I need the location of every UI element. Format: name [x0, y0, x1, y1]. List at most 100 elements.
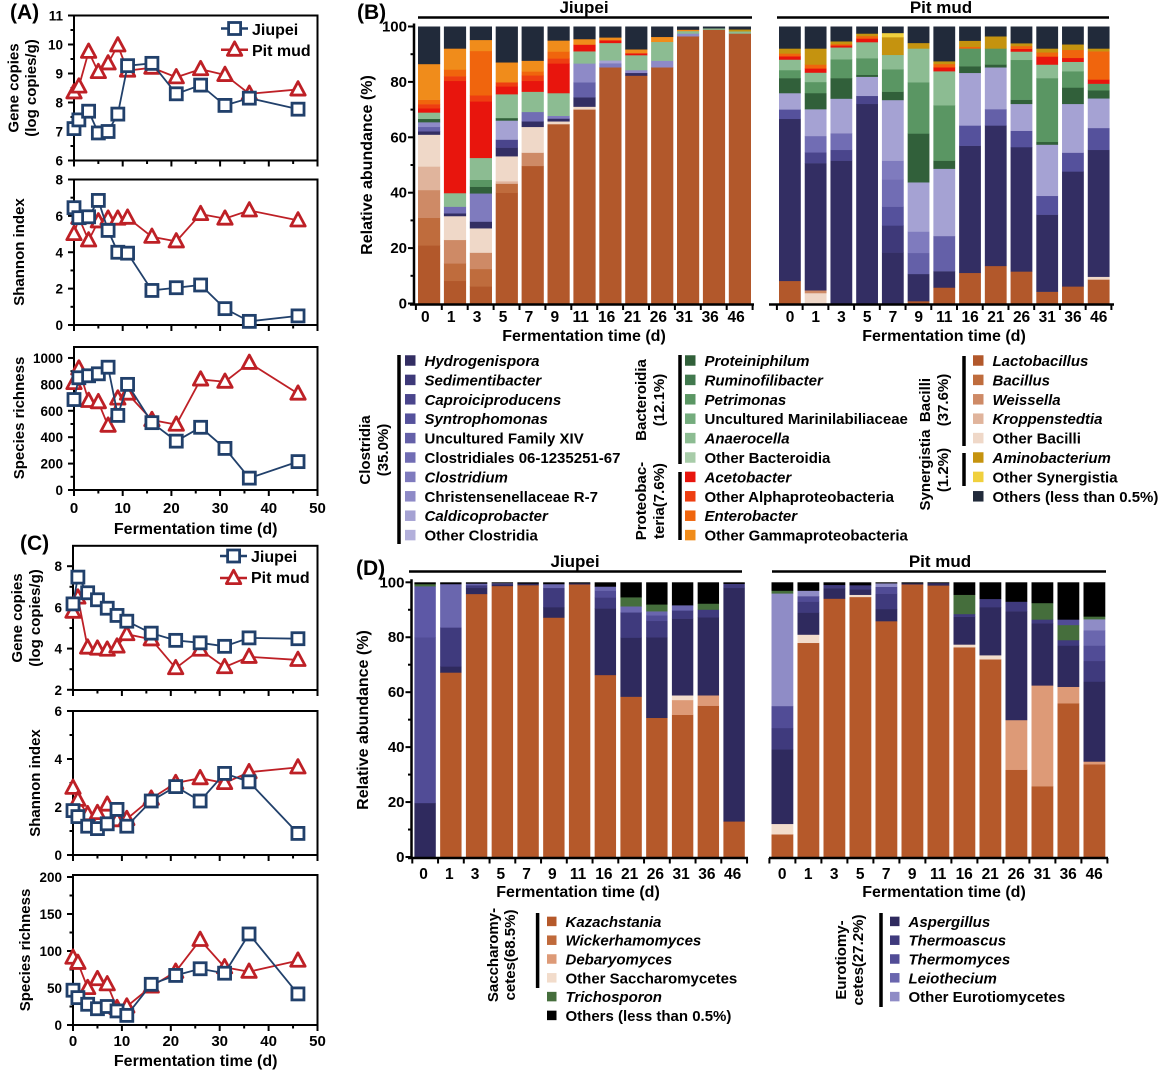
svg-text:46: 46: [724, 866, 742, 883]
svg-text:20: 20: [388, 794, 405, 811]
svg-text:Uncultured Marinilabiliaceae: Uncultured Marinilabiliaceae: [705, 411, 908, 428]
svg-text:9: 9: [548, 866, 557, 883]
svg-text:20: 20: [163, 500, 180, 517]
svg-text:Acetobacter: Acetobacter: [704, 469, 793, 486]
svg-text:Fermentation time (d): Fermentation time (d): [862, 884, 1026, 901]
svg-text:(1.2%): (1.2%): [935, 448, 952, 492]
svg-text:Kazachstania: Kazachstania: [566, 914, 662, 931]
svg-text:(12.1%): (12.1%): [651, 374, 668, 427]
svg-text:7: 7: [55, 125, 63, 140]
svg-text:9: 9: [55, 67, 63, 82]
svg-text:Wickerhamomyces: Wickerhamomyces: [566, 933, 702, 950]
svg-text:600: 600: [40, 404, 63, 419]
svg-text:7: 7: [525, 309, 534, 326]
svg-text:Thermomyces: Thermomyces: [909, 952, 1011, 969]
svg-text:9: 9: [908, 866, 917, 883]
svg-text:Ruminofilibacter: Ruminofilibacter: [705, 372, 825, 389]
svg-text:cetes(27.2%): cetes(27.2%): [850, 915, 867, 1006]
svg-text:1000: 1000: [33, 351, 63, 366]
svg-text:Bacteroidia: Bacteroidia: [633, 358, 650, 440]
svg-text:6: 6: [54, 600, 62, 615]
svg-text:46: 46: [1086, 866, 1104, 883]
svg-text:16: 16: [595, 866, 613, 883]
svg-text:7: 7: [522, 866, 531, 883]
svg-text:Other Synergistia: Other Synergistia: [993, 469, 1119, 486]
svg-text:Gene copies: Gene copies: [9, 573, 26, 662]
svg-text:150: 150: [39, 907, 62, 922]
svg-text:40: 40: [388, 739, 405, 756]
svg-text:Other Alphaproteobacteria: Other Alphaproteobacteria: [705, 489, 895, 506]
svg-text:9: 9: [914, 309, 923, 326]
svg-text:100: 100: [382, 19, 407, 36]
svg-text:Petrimonas: Petrimonas: [705, 392, 787, 409]
svg-text:10: 10: [48, 38, 63, 53]
svg-text:800: 800: [40, 377, 63, 392]
svg-text:7: 7: [889, 309, 898, 326]
svg-text:2: 2: [54, 683, 62, 698]
svg-text:200: 200: [40, 457, 63, 472]
svg-text:20: 20: [162, 1033, 179, 1050]
svg-text:Clostridiales 06-1235251-67: Clostridiales 06-1235251-67: [425, 450, 621, 467]
svg-text:Debaryomyces: Debaryomyces: [566, 952, 673, 969]
svg-text:21: 21: [624, 309, 642, 326]
svg-text:3: 3: [473, 309, 482, 326]
svg-text:Other Gammaproteobacteria: Other Gammaproteobacteria: [705, 528, 909, 545]
svg-text:40: 40: [260, 500, 277, 517]
svg-text:16: 16: [956, 866, 974, 883]
svg-text:36: 36: [1064, 309, 1082, 326]
svg-text:50: 50: [47, 981, 62, 996]
svg-text:30: 30: [212, 500, 229, 517]
svg-text:21: 21: [982, 866, 1000, 883]
svg-text:0: 0: [55, 483, 63, 498]
svg-text:0: 0: [419, 866, 428, 883]
svg-text:100: 100: [39, 944, 62, 959]
svg-text:(35.0%): (35.0%): [375, 424, 392, 477]
svg-text:Syntrophomonas: Syntrophomonas: [425, 411, 548, 428]
svg-text:11: 11: [573, 309, 590, 326]
svg-text:4: 4: [54, 752, 62, 767]
svg-text:Fermentation time (d): Fermentation time (d): [502, 328, 666, 345]
svg-text:60: 60: [390, 129, 407, 146]
svg-text:Bacilli: Bacilli: [917, 378, 934, 422]
svg-text:26: 26: [1008, 866, 1026, 883]
svg-text:31: 31: [1034, 866, 1052, 883]
svg-text:Bacillus: Bacillus: [993, 372, 1051, 389]
svg-text:Enterobacter: Enterobacter: [705, 508, 799, 525]
svg-text:16: 16: [961, 309, 979, 326]
svg-text:Caproiciproducens: Caproiciproducens: [425, 392, 562, 409]
svg-text:80: 80: [390, 74, 407, 91]
svg-text:5: 5: [497, 866, 506, 883]
svg-text:30: 30: [211, 1033, 228, 1050]
svg-text:Proteobac-: Proteobac-: [633, 462, 650, 540]
svg-text:(D): (D): [356, 557, 385, 580]
svg-text:4: 4: [55, 245, 63, 260]
svg-text:5: 5: [863, 309, 872, 326]
svg-text:0: 0: [396, 849, 404, 866]
svg-text:Kroppenstedtia: Kroppenstedtia: [993, 411, 1103, 428]
svg-text:teria(7.6%): teria(7.6%): [651, 463, 668, 539]
svg-text:Trichosporon: Trichosporon: [566, 989, 662, 1006]
svg-text:0: 0: [54, 848, 62, 863]
svg-text:Pit mud: Pit mud: [910, 0, 972, 17]
svg-text:Synergistia: Synergistia: [917, 429, 934, 511]
svg-text:7: 7: [882, 866, 891, 883]
svg-text:Pit mud: Pit mud: [251, 570, 310, 587]
svg-text:Uncultured Family XIV: Uncultured Family XIV: [425, 431, 584, 448]
svg-text:Fermentation time (d): Fermentation time (d): [114, 521, 278, 538]
svg-text:(log copies/g): (log copies/g): [23, 39, 40, 137]
svg-text:21: 21: [987, 309, 1005, 326]
svg-text:Relative abundance (%): Relative abundance (%): [359, 75, 376, 255]
svg-text:0: 0: [54, 1018, 62, 1033]
svg-text:Caldicoprobacter: Caldicoprobacter: [425, 508, 550, 525]
svg-text:6: 6: [55, 154, 63, 169]
svg-text:Jiupei: Jiupei: [550, 552, 599, 571]
svg-text:6: 6: [55, 209, 63, 224]
svg-text:20: 20: [390, 240, 407, 257]
svg-text:Shannon index: Shannon index: [27, 729, 44, 837]
svg-text:1: 1: [811, 309, 820, 326]
svg-text:31: 31: [672, 866, 690, 883]
svg-text:Pit mud: Pit mud: [909, 552, 971, 571]
svg-text:Sedimentibacter: Sedimentibacter: [425, 372, 543, 389]
svg-text:21: 21: [621, 866, 639, 883]
svg-text:16: 16: [598, 309, 616, 326]
